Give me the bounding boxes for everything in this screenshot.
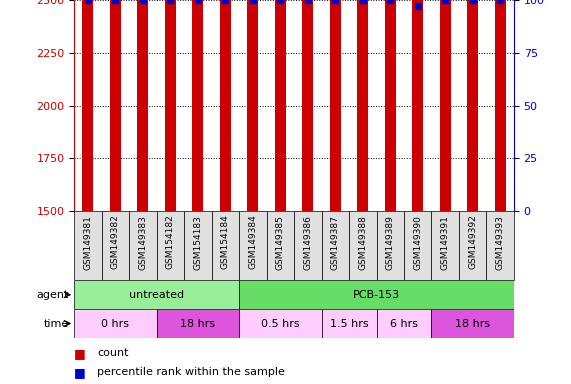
- Bar: [321, 309, 376, 338]
- Text: ■: ■: [74, 366, 86, 379]
- Bar: [459, 211, 486, 280]
- Bar: [102, 211, 129, 280]
- Bar: [494, 0, 506, 211]
- Bar: [220, 0, 231, 211]
- Text: 0 hrs: 0 hrs: [102, 318, 130, 329]
- Text: 0.5 hrs: 0.5 hrs: [261, 318, 300, 329]
- Text: GSM149383: GSM149383: [138, 215, 147, 270]
- Text: ■: ■: [74, 347, 86, 360]
- Bar: [432, 211, 459, 280]
- Text: GSM154183: GSM154183: [194, 215, 202, 270]
- Text: 1.5 hrs: 1.5 hrs: [329, 318, 368, 329]
- Text: GSM149392: GSM149392: [468, 215, 477, 270]
- Bar: [467, 0, 478, 211]
- Bar: [184, 211, 212, 280]
- Bar: [74, 309, 156, 338]
- Text: 18 hrs: 18 hrs: [180, 318, 215, 329]
- Text: GSM149391: GSM149391: [441, 215, 450, 270]
- Text: untreated: untreated: [129, 290, 184, 300]
- Text: GSM149389: GSM149389: [386, 215, 395, 270]
- Text: count: count: [97, 348, 128, 358]
- Bar: [239, 280, 514, 309]
- Bar: [357, 0, 368, 211]
- Bar: [385, 0, 396, 211]
- Bar: [239, 211, 267, 280]
- Text: agent: agent: [36, 290, 69, 300]
- Bar: [302, 0, 313, 211]
- Text: 6 hrs: 6 hrs: [390, 318, 418, 329]
- Text: GSM149387: GSM149387: [331, 215, 340, 270]
- Bar: [275, 0, 286, 211]
- Text: PCB-153: PCB-153: [353, 290, 400, 300]
- Text: GSM154184: GSM154184: [221, 215, 230, 270]
- Bar: [110, 0, 121, 211]
- Text: 18 hrs: 18 hrs: [455, 318, 490, 329]
- Bar: [74, 280, 239, 309]
- Bar: [74, 211, 102, 280]
- Bar: [349, 211, 376, 280]
- Bar: [156, 309, 239, 338]
- Bar: [294, 211, 321, 280]
- Bar: [156, 211, 184, 280]
- Bar: [404, 211, 432, 280]
- Text: GSM149381: GSM149381: [83, 215, 93, 270]
- Bar: [440, 0, 451, 211]
- Bar: [138, 0, 148, 211]
- Bar: [247, 0, 258, 211]
- Bar: [82, 0, 94, 211]
- Text: GSM149390: GSM149390: [413, 215, 422, 270]
- Bar: [432, 309, 514, 338]
- Bar: [239, 309, 321, 338]
- Bar: [330, 0, 341, 211]
- Text: GSM149384: GSM149384: [248, 215, 258, 270]
- Text: percentile rank within the sample: percentile rank within the sample: [97, 367, 285, 377]
- Bar: [376, 309, 432, 338]
- Text: GSM149393: GSM149393: [496, 215, 505, 270]
- Text: GSM149382: GSM149382: [111, 215, 120, 270]
- Bar: [486, 211, 514, 280]
- Bar: [165, 0, 176, 211]
- Bar: [376, 211, 404, 280]
- Bar: [321, 211, 349, 280]
- Bar: [192, 0, 203, 211]
- Text: GSM154182: GSM154182: [166, 215, 175, 270]
- Text: GSM149385: GSM149385: [276, 215, 285, 270]
- Bar: [212, 211, 239, 280]
- Bar: [129, 211, 156, 280]
- Text: time: time: [43, 318, 69, 329]
- Text: GSM149386: GSM149386: [303, 215, 312, 270]
- Text: GSM149388: GSM149388: [358, 215, 367, 270]
- Bar: [412, 0, 423, 211]
- Bar: [267, 211, 294, 280]
